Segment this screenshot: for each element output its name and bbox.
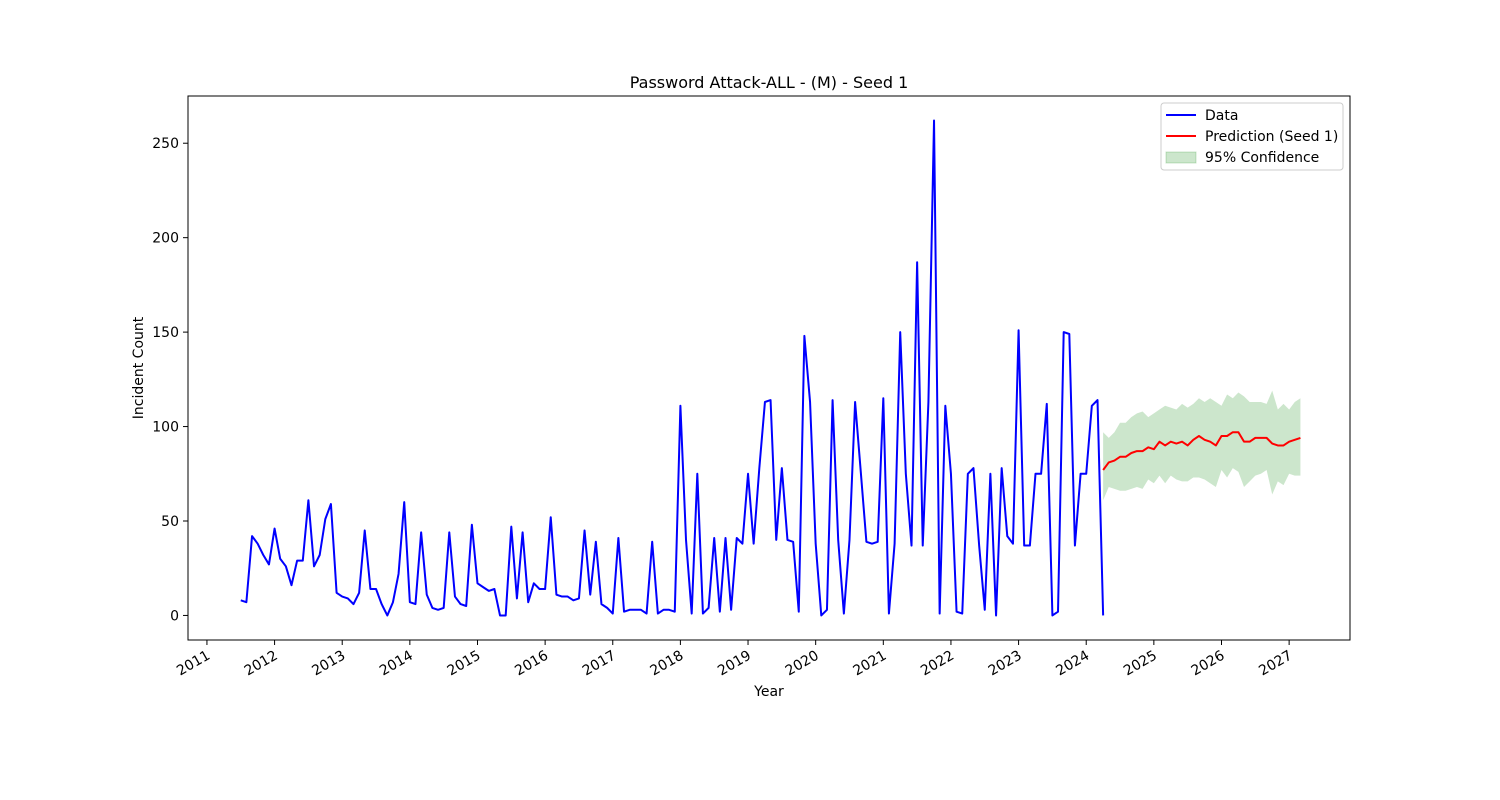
y-tick-label: 0 — [170, 608, 179, 624]
y-tick-label: 150 — [152, 325, 179, 341]
plot-area — [240, 119, 1301, 617]
series-line — [1102, 431, 1301, 471]
legend-swatch — [1165, 151, 1197, 164]
y-axis-label: Incident Count — [131, 316, 147, 419]
legend-label: Prediction (Seed 1) — [1205, 129, 1338, 145]
y-tick-label: 250 — [152, 136, 179, 152]
confidence-band — [1103, 390, 1301, 501]
y-tick-label: 50 — [161, 514, 179, 530]
legend-label: 95% Confidence — [1205, 150, 1319, 166]
legend-label: Data — [1205, 108, 1238, 124]
y-tick-label: 200 — [152, 231, 179, 247]
x-axis-label: Year — [753, 684, 784, 700]
plot-frame — [187, 95, 1351, 641]
series-line — [240, 119, 1105, 617]
legend-box — [1160, 102, 1344, 171]
chart-title: Password Attack-ALL - (M) - Seed 1 — [630, 73, 909, 92]
y-tick-label: 100 — [152, 420, 179, 436]
